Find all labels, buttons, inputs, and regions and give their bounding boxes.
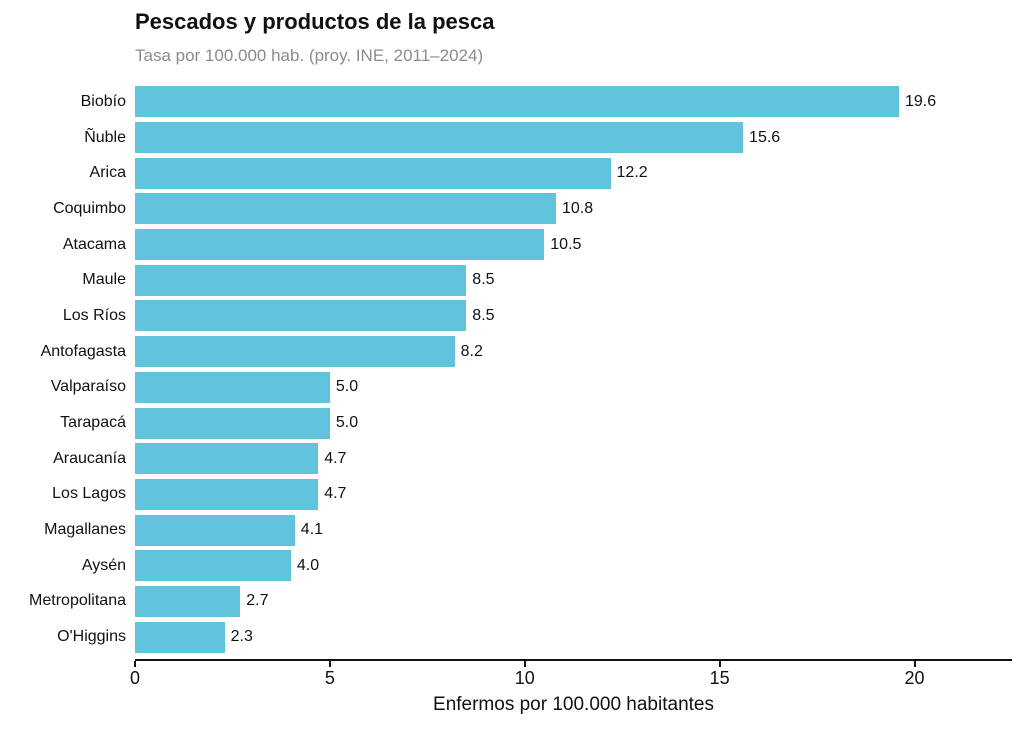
y-axis-label: Atacama: [62, 235, 126, 253]
bar-track: 2.3: [135, 621, 1012, 653]
bar-row: Coquimbo 10.8: [0, 191, 1012, 227]
bar-track: 8.2: [135, 336, 1012, 368]
bar-row: Tarapacá 5.0: [0, 405, 1012, 441]
bar: [135, 86, 899, 118]
bar-value-label: 15.6: [749, 128, 781, 146]
bar-value-label: 5.0: [335, 414, 359, 432]
y-axis-label: Biobío: [80, 92, 126, 110]
bar-row: O'Higgins 2.3: [0, 619, 1012, 655]
bar-row: Metropolitana 2.7: [0, 584, 1012, 620]
bar-value-label: 2.3: [230, 628, 253, 646]
bar-track: 10.8: [135, 193, 1012, 225]
bar: [135, 336, 455, 368]
y-axis-label: Los Lagos: [52, 485, 126, 503]
bar: [135, 443, 319, 475]
x-axis-tick-label: 20: [904, 668, 925, 688]
bar-value-label: 19.6: [904, 92, 937, 110]
x-axis-tick-label: 5: [324, 668, 335, 688]
bar-row: Atacama 10.5: [0, 227, 1012, 263]
x-axis-tick-label: 10: [514, 668, 535, 688]
bar-track: 2.7: [135, 585, 1012, 617]
y-axis-label: Arica: [89, 164, 126, 182]
y-axis-label: Maule: [82, 271, 126, 289]
y-axis-label: O'Higgins: [57, 628, 126, 646]
chart-subtitle: Tasa por 100.000 hab. (proy. INE, 2011–2…: [135, 46, 484, 65]
bar: [135, 229, 545, 261]
bar-row: Los Ríos 8.5: [0, 298, 1012, 334]
bar-row: Biobío 19.6: [0, 84, 1012, 120]
bar-value-label: 5.0: [335, 378, 359, 396]
bar: [135, 122, 744, 154]
bar: [135, 478, 319, 510]
bar: [135, 621, 225, 653]
bar-track: 5.0: [135, 407, 1012, 439]
y-axis-label: Aysén: [81, 556, 126, 574]
bar-value-label: 10.5: [550, 235, 582, 253]
y-axis-label: Valparaíso: [50, 378, 126, 396]
y-axis-label: Magallanes: [44, 521, 126, 539]
bar-track: 12.2: [135, 157, 1012, 189]
bar: [135, 407, 330, 439]
chart-title: Pescados y productos de la pesca: [135, 9, 495, 34]
y-axis-label: Ñuble: [84, 128, 126, 146]
y-axis-label: Los Ríos: [62, 306, 126, 324]
bar-row: Antofagasta 8.2: [0, 334, 1012, 370]
bar-track: 4.1: [135, 514, 1012, 546]
bar: [135, 585, 241, 617]
bar-track: 8.5: [135, 300, 1012, 332]
bar-row: Ñuble 15.6: [0, 120, 1012, 156]
bar-track: 10.5: [135, 229, 1012, 261]
bar-value-label: 2.7: [246, 592, 269, 610]
bar-row: Valparaíso 5.0: [0, 370, 1012, 406]
y-axis-label: Tarapacá: [60, 414, 126, 432]
bar: [135, 157, 611, 189]
bar-row: Maule 8.5: [0, 262, 1012, 298]
bar: [135, 264, 467, 296]
y-axis-label: Antofagasta: [40, 342, 126, 360]
bar-track: 4.0: [135, 550, 1012, 582]
bar: [135, 371, 330, 403]
bar: [135, 300, 467, 332]
x-axis-tick-label: 15: [709, 668, 730, 688]
bar: [135, 550, 291, 582]
bar-value-label: 8.5: [472, 306, 495, 324]
bar-row: Arica 12.2: [0, 155, 1012, 191]
x-axis-tick-mark: [328, 661, 331, 667]
bar-track: 8.5: [135, 264, 1012, 296]
x-axis-tick-mark: [134, 661, 136, 667]
y-axis-label: Metropolitana: [29, 592, 126, 610]
x-axis-tick-label: 0: [129, 668, 141, 688]
bar-value-label: 4.7: [324, 449, 347, 467]
y-axis-label: Coquimbo: [53, 199, 126, 217]
bar-value-label: 12.2: [616, 164, 648, 182]
bar-value-label: 4.0: [296, 556, 320, 574]
x-axis-line: [135, 659, 1012, 661]
bar-track: 15.6: [135, 122, 1012, 154]
x-axis-tick-mark: [913, 661, 916, 667]
y-axis-label: Araucanía: [53, 449, 126, 467]
x-axis-tick-mark: [718, 661, 721, 667]
bar-row: Aysén 4.0: [0, 548, 1012, 584]
bar-value-label: 8.2: [460, 342, 483, 360]
bar-value-label: 10.8: [561, 199, 594, 217]
bar: [135, 193, 556, 225]
bar-track: 19.6: [135, 86, 1012, 118]
bar-value-label: 8.5: [472, 271, 495, 289]
bar-row: Magallanes 4.1: [0, 512, 1012, 548]
bar-row: Araucanía 4.7: [0, 441, 1012, 477]
bar: [135, 514, 295, 546]
x-axis-title: Enfermos por 100.000 habitantes: [433, 694, 714, 715]
bar-row: Los Lagos 4.7: [0, 477, 1012, 513]
plot-area: Biobío 19.6 Ñuble 15.6 Arica 12.2 Coquimbo 10.8…: [0, 84, 1012, 655]
x-axis-tick-mark: [523, 661, 526, 667]
bar-track: 4.7: [135, 478, 1012, 510]
bar-value-label: 4.7: [324, 485, 347, 503]
bar-track: 4.7: [135, 443, 1012, 475]
bar-track: 5.0: [135, 371, 1012, 403]
bar-value-label: 4.1: [300, 521, 324, 539]
